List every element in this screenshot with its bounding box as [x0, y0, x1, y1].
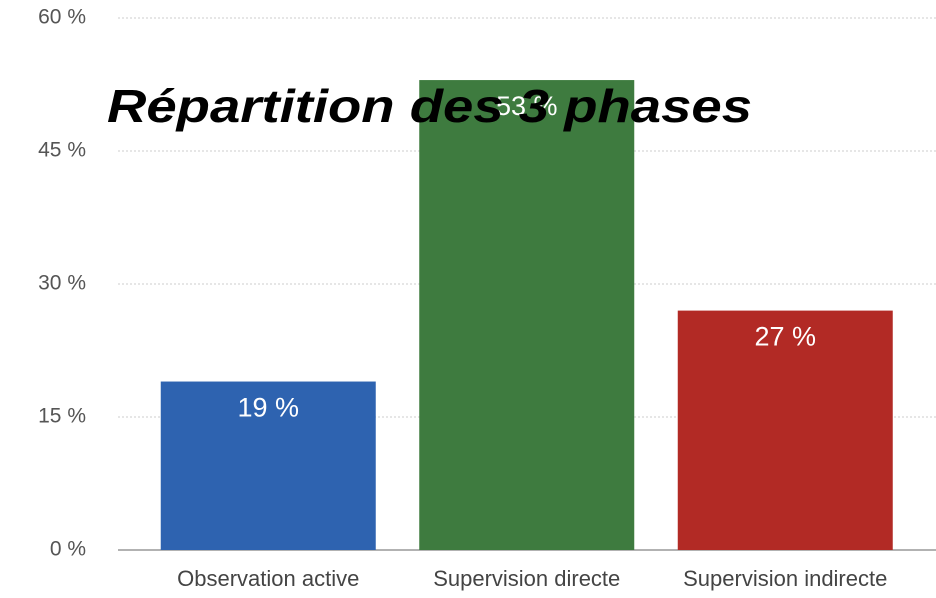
- bar: [677, 310, 893, 550]
- value-label: 19 %: [237, 393, 299, 423]
- y-tick-label: 30 %: [38, 272, 86, 295]
- y-tick-label: 60 %: [38, 6, 86, 29]
- chart-title: Répartition des 3 phases: [107, 80, 752, 132]
- x-tick-label: Supervision indirecte: [683, 566, 887, 591]
- value-label: 53 %: [496, 91, 558, 121]
- value-label: 27 %: [754, 322, 816, 352]
- y-tick-label: 15 %: [38, 405, 86, 428]
- y-tick-label: 45 %: [38, 139, 86, 162]
- x-tick-label: Observation active: [177, 566, 359, 591]
- bar: [419, 80, 635, 551]
- x-tick-label: Supervision directe: [433, 566, 620, 591]
- bar: [160, 381, 376, 550]
- y-tick-label: 0 %: [50, 538, 86, 561]
